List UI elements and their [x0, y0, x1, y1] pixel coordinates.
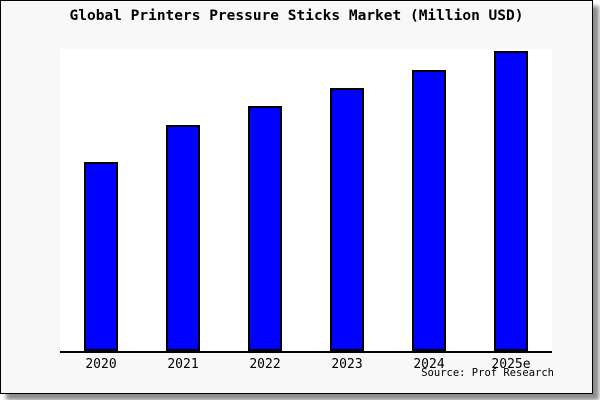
x-tick-label-2024: 2024: [413, 357, 445, 372]
bar-2020: [84, 162, 118, 351]
x-tick-label-2020: 2020: [85, 357, 117, 372]
chart-card: Global Printers Pressure Sticks Market (…: [0, 0, 593, 394]
chart-title: Global Printers Pressure Sticks Market (…: [69, 8, 524, 24]
bar-2025e: [494, 51, 528, 351]
x-tick-label-2025e: 2025e: [491, 357, 531, 372]
x-tick-label-2021: 2021: [167, 357, 199, 372]
x-axis-labels: 2020 2021 2022 2023 2024 2025e: [60, 357, 552, 373]
bar-2021: [166, 125, 200, 351]
bar-2023: [330, 88, 364, 351]
source-credit: Source: Prof Research: [421, 367, 554, 379]
bar-2024: [412, 70, 446, 351]
bar-2022: [248, 106, 282, 351]
plot-area: [60, 49, 552, 353]
x-tick-label-2023: 2023: [331, 357, 363, 372]
x-tick-label-2022: 2022: [249, 357, 281, 372]
